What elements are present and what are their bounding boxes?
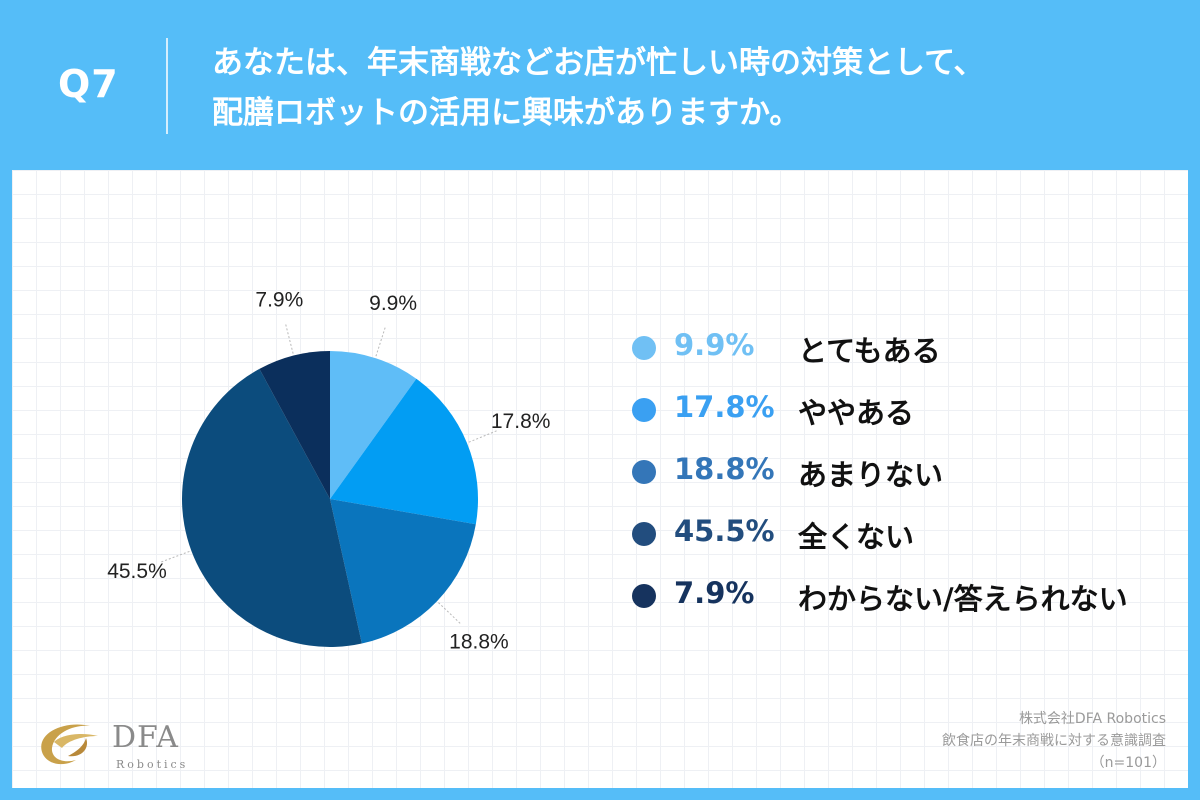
legend-swatch <box>632 336 656 360</box>
legend-label: あまりない <box>798 458 944 492</box>
source-note: 株式会社DFA Robotics 飲食店の年末商戦に対する意識調査 （n=101… <box>942 708 1166 774</box>
slice-not-very-interested <box>330 499 476 644</box>
legend-label: 全くない <box>798 520 915 554</box>
slice-data-label: 17.8% <box>491 410 551 433</box>
leader-line <box>284 322 294 354</box>
leader-line <box>159 550 190 564</box>
legend-percent: 45.5% <box>674 514 775 548</box>
slice-dont-know <box>259 351 330 499</box>
source-sample-size: （n=101） <box>1090 755 1166 771</box>
chart-panel: 9.9% 17.8% 18.8% 45.5% 7.9% 9.9% とてもある 17.8%… <box>12 170 1188 788</box>
question-text: あなたは、年末商戦などお店が忙しい時の対策として、 配膳ロボットの活用に興味があ… <box>212 38 1172 138</box>
legend-percent: 9.9% <box>674 328 755 362</box>
slice-not-interested <box>181 368 362 647</box>
question-number: Q7 <box>58 62 119 106</box>
legend-label: とてもある <box>798 334 941 368</box>
header-divider <box>166 38 168 134</box>
question-line-2: 配膳ロボットの活用に興味がありますか。 <box>212 95 801 131</box>
legend-percent: 18.8% <box>674 452 775 486</box>
legend-label: ややある <box>798 396 915 430</box>
source-company: 株式会社DFA Robotics <box>1018 711 1166 727</box>
slice-data-label: 7.9% <box>255 288 303 311</box>
legend-swatch <box>632 398 656 422</box>
legend-percent: 7.9% <box>674 576 755 610</box>
question-header: Q7 あなたは、年末商戦などお店が忙しい時の対策として、 配膳ロボットの活用に興… <box>0 0 1200 170</box>
logo-wordmark: DFA <box>112 720 179 755</box>
legend-swatch <box>632 584 656 608</box>
logo-subtitle: Robotics <box>116 758 189 771</box>
slice-somewhat-interested <box>330 378 478 525</box>
dfa-logo: DFA Robotics <box>32 712 185 782</box>
slice-very-interested <box>330 351 417 499</box>
logo-emblem-icon <box>41 724 98 765</box>
legend-swatch <box>632 460 656 484</box>
source-survey: 飲食店の年末商戦に対する意識調査 <box>942 733 1166 749</box>
slice-data-label: 18.8% <box>449 630 509 653</box>
legend-percent: 17.8% <box>674 390 775 424</box>
question-line-1: あなたは、年末商戦などお店が忙しい時の対策として、 <box>212 45 985 81</box>
leader-line <box>438 602 462 626</box>
leader-line <box>468 429 499 443</box>
leader-line <box>375 325 387 357</box>
pie-chart: 9.9% 17.8% 18.8% 45.5% 7.9% <box>107 288 551 653</box>
slice-data-label: 9.9% <box>369 292 417 315</box>
slice-data-label: 45.5% <box>107 560 167 583</box>
legend-swatch <box>632 522 656 546</box>
legend-label: わからない/答えられない <box>798 582 1128 616</box>
